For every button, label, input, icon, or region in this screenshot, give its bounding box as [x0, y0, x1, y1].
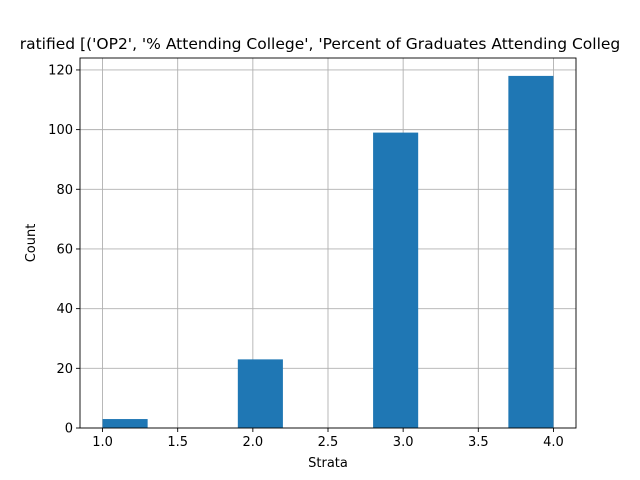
bar [373, 132, 419, 428]
y-tick-label: 80 [56, 183, 73, 198]
y-tick-label: 40 [56, 302, 73, 317]
x-tick-label: 1.5 [167, 435, 188, 450]
y-tick-label: 100 [48, 123, 73, 138]
bars-layer [102, 75, 554, 428]
x-axis-label: Strata [308, 456, 348, 471]
chart-title: ratified [('OP2', '% Attending College',… [20, 35, 621, 53]
grid-layer [80, 58, 576, 429]
bar [508, 75, 554, 428]
ticks-layer: 1.0 1.5 2.0 2.5 3.0 3.5 4.0 0 20 40 60 80 100 120 [48, 63, 564, 450]
x-tick-label: 3.0 [393, 435, 414, 450]
x-tick-label: 2.0 [243, 435, 264, 450]
x-tick-label: 1.0 [92, 435, 113, 450]
x-tick-label: 3.5 [468, 435, 489, 450]
bar [237, 359, 283, 428]
bar [102, 419, 148, 428]
y-tick-label: 20 [56, 362, 73, 377]
y-axis-label: Count [24, 224, 39, 263]
y-tick-label: 120 [48, 63, 73, 78]
x-tick-label: 4.0 [543, 435, 564, 450]
x-tick-label: 2.5 [318, 435, 339, 450]
y-tick-label: 0 [65, 422, 73, 437]
y-tick-label: 60 [56, 242, 73, 257]
